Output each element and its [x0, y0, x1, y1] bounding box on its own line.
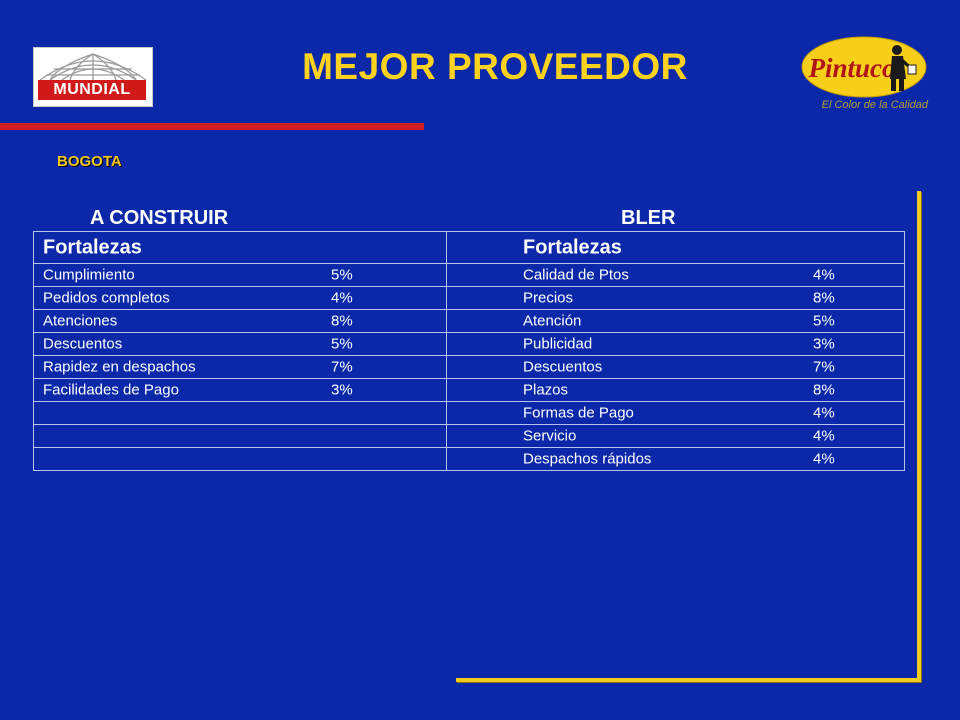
column-heading-left: A CONSTRUIR	[90, 207, 229, 229]
pintuco-tagline: El Color de la Calidad	[821, 99, 928, 111]
red-divider	[0, 123, 424, 130]
table-row: Atenciones 8% Atención 5%	[33, 309, 905, 333]
right-value: 8%	[813, 289, 835, 307]
city-label: BOGOTA	[57, 153, 122, 170]
empty-cell	[34, 425, 446, 447]
globe-icon	[39, 53, 147, 81]
left-value: 3%	[331, 381, 353, 399]
right-value: 4%	[813, 266, 835, 284]
left-value: 7%	[331, 358, 353, 376]
left-label: Facilidades de Pago	[43, 381, 179, 399]
strengths-table: Fortalezas Fortalezas Cumplimiento 5% Cal…	[33, 231, 905, 471]
table-row: Servicio 4%	[33, 424, 905, 448]
right-value: 4%	[813, 450, 835, 468]
left-value: 5%	[331, 335, 353, 353]
left-value: 8%	[331, 312, 353, 330]
table-row: Despachos rápidos 4%	[33, 447, 905, 471]
empty-cell	[34, 402, 446, 424]
left-value: 5%	[331, 266, 353, 284]
pintuco-logo: Pintuco El Color de la Calidad	[800, 35, 928, 120]
mundial-logo-text: MUNDIAL	[38, 80, 146, 100]
right-value: 4%	[813, 404, 835, 422]
table-header-row: Fortalezas Fortalezas	[33, 231, 905, 264]
right-value: 8%	[813, 381, 835, 399]
yellow-frame-vertical	[917, 191, 921, 682]
right-label: Precios	[523, 289, 574, 307]
pintuco-logo-text: Pintuco	[807, 53, 895, 83]
left-subheading: Fortalezas	[43, 236, 142, 258]
right-value: 4%	[813, 427, 835, 445]
mundial-logo: MUNDIAL	[33, 47, 153, 107]
right-value: 7%	[813, 358, 835, 376]
page-title: MEJOR PROVEEDOR	[302, 46, 688, 87]
table-row: Descuentos 5% Publicidad 3%	[33, 332, 905, 356]
right-label: Servicio	[523, 427, 577, 445]
right-label: Descuentos	[523, 358, 603, 376]
right-label: Formas de Pago	[523, 404, 634, 422]
right-label: Plazos	[523, 381, 569, 399]
left-label: Pedidos completos	[43, 289, 170, 307]
left-label: Descuentos	[43, 335, 123, 353]
left-label: Rapidez en despachos	[43, 358, 196, 376]
right-subheading: Fortalezas	[523, 236, 622, 258]
right-value: 3%	[813, 335, 835, 353]
table-row: Facilidades de Pago 3% Plazos 8%	[33, 378, 905, 402]
left-value: 4%	[331, 289, 353, 307]
table-row: Rapidez en despachos 7% Descuentos 7%	[33, 355, 905, 379]
table-row: Pedidos completos 4% Precios 8%	[33, 286, 905, 310]
yellow-frame-horizontal	[456, 678, 921, 682]
pintuco-emblem-icon: Pintuco	[801, 36, 927, 98]
right-label: Despachos rápidos	[523, 450, 652, 468]
left-label: Atenciones	[43, 312, 118, 330]
left-label: Cumplimiento	[43, 266, 135, 284]
column-heading-right: BLER	[621, 207, 676, 229]
table-row: Cumplimiento 5% Calidad de Ptos 4%	[33, 263, 905, 287]
table-row: Formas de Pago 4%	[33, 401, 905, 425]
right-label: Atención	[523, 312, 582, 330]
right-label: Calidad de Ptos	[523, 266, 629, 284]
empty-cell	[34, 448, 446, 470]
right-label: Publicidad	[523, 335, 593, 353]
right-value: 5%	[813, 312, 835, 330]
